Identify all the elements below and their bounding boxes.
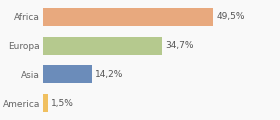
Text: 34,7%: 34,7% <box>165 41 194 50</box>
Bar <box>43 94 48 112</box>
Bar <box>43 37 162 54</box>
Text: 49,5%: 49,5% <box>216 12 245 21</box>
Text: 1,5%: 1,5% <box>51 99 74 108</box>
Bar <box>43 66 92 83</box>
Text: 14,2%: 14,2% <box>95 70 123 79</box>
Bar <box>43 8 213 26</box>
